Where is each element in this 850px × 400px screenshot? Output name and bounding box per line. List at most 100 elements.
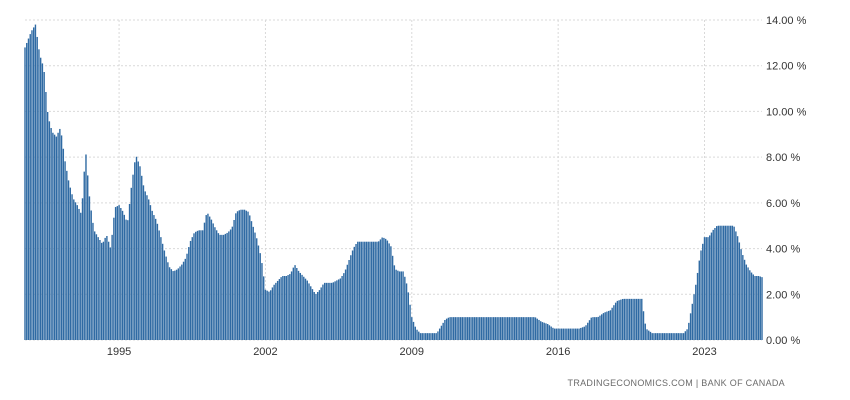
data-bar (503, 317, 505, 340)
data-bar (587, 322, 589, 340)
data-bar (221, 234, 223, 340)
data-bar (71, 194, 73, 340)
data-bar (85, 154, 87, 340)
data-bar (430, 333, 432, 340)
data-bar (196, 230, 199, 340)
data-bar (698, 260, 700, 340)
data-bar (200, 230, 202, 340)
data-bar (641, 298, 643, 340)
data-bar (524, 317, 526, 340)
x-tick-label: 2002 (253, 346, 277, 358)
data-bar (383, 237, 385, 340)
data-bar (728, 225, 730, 340)
data-bar (299, 272, 301, 340)
data-bar (250, 221, 253, 340)
data-bar (174, 270, 176, 340)
data-bar (656, 333, 659, 340)
data-bar (90, 210, 92, 340)
data-bar (271, 287, 274, 340)
data-bar (107, 241, 110, 340)
data-bar (318, 290, 321, 340)
data-bar (118, 205, 120, 340)
data-bar (747, 267, 749, 340)
data-bar (459, 317, 462, 340)
data-bar (120, 208, 122, 340)
data-bar (642, 311, 645, 340)
data-bar (142, 185, 145, 340)
data-bar (369, 241, 371, 340)
data-bar (627, 298, 629, 340)
data-bar (344, 269, 347, 340)
data-bar (292, 267, 295, 340)
data-bar (484, 317, 486, 340)
data-bar (391, 255, 394, 340)
data-bar (264, 289, 267, 340)
data-bar (607, 310, 610, 340)
data-bar (341, 276, 343, 340)
data-bar (536, 318, 538, 340)
data-bar (313, 292, 315, 340)
data-bar (447, 317, 450, 340)
data-bar (351, 250, 354, 340)
data-bar (562, 328, 565, 340)
data-bar (83, 171, 85, 340)
data-bar (285, 276, 288, 340)
data-bar (400, 271, 403, 340)
data-bar (210, 219, 213, 340)
data-bar (409, 304, 411, 340)
data-bar (87, 175, 89, 340)
data-bar (599, 315, 601, 340)
data-bar (738, 242, 741, 340)
data-bar (684, 331, 687, 340)
data-bar (195, 231, 197, 340)
data-bar (604, 312, 606, 340)
data-bar (522, 317, 524, 340)
data-bar (463, 317, 465, 340)
data-bar (376, 241, 378, 340)
data-bar (634, 298, 636, 340)
data-bar (475, 317, 477, 340)
data-bar (374, 241, 376, 340)
data-bar (520, 317, 523, 340)
data-bar (24, 47, 26, 341)
data-bar (757, 276, 760, 340)
data-bar (50, 128, 52, 340)
data-bar (181, 264, 183, 340)
data-bar (102, 241, 105, 340)
data-bar (367, 241, 369, 340)
data-bar (228, 231, 230, 340)
data-bar (452, 317, 455, 340)
data-bar (419, 333, 422, 340)
data-bar (207, 213, 209, 340)
data-bar (357, 241, 359, 340)
data-bar (707, 237, 709, 340)
data-bar (625, 298, 627, 340)
data-bar (240, 209, 242, 340)
data-bar (414, 326, 416, 340)
data-bar (742, 255, 744, 340)
data-bar (649, 331, 652, 340)
data-bar (444, 320, 446, 340)
data-bar (167, 262, 169, 340)
data-bar (296, 268, 298, 340)
data-bar (689, 313, 692, 340)
data-bar (371, 241, 373, 340)
data-bar (191, 237, 193, 340)
data-bar (243, 209, 246, 340)
x-tick-label: 1995 (107, 346, 131, 358)
y-tick-label: 8.00 % (766, 152, 800, 164)
data-bar (290, 271, 293, 340)
data-bar (517, 317, 519, 340)
data-bar (160, 237, 162, 340)
data-bar (407, 292, 410, 340)
data-bar (43, 72, 45, 340)
data-bar (445, 318, 448, 340)
data-bar (712, 229, 714, 340)
data-bar (534, 317, 537, 340)
data-bar (358, 241, 361, 340)
data-bar (606, 311, 608, 340)
data-bar (202, 230, 204, 340)
data-bar (745, 264, 748, 340)
data-bar (148, 199, 150, 340)
x-tick-label: 2016 (546, 346, 570, 358)
